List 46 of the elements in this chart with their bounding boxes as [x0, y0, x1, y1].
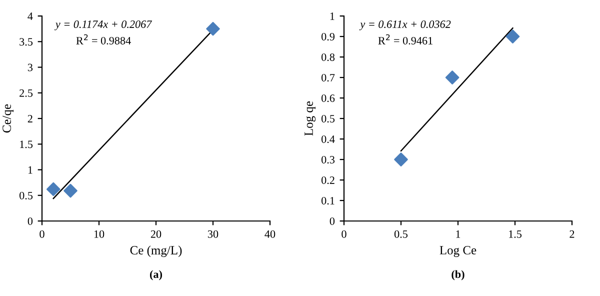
- annotation: y = 0.1174x + 0.2067: [54, 20, 152, 30]
- x-tick-label: 2: [570, 230, 574, 238]
- y-tick-label: 3: [28, 64, 33, 72]
- annotation: y = 0.611x + 0.0362: [359, 20, 451, 30]
- y-tick-label: 0.2: [322, 176, 334, 184]
- y-tick-label: 1: [28, 166, 32, 174]
- x-tick-label: 1: [456, 230, 460, 238]
- y-tick-label: 0.3: [322, 156, 335, 164]
- y-tick-label: 0.9: [322, 32, 335, 41]
- point: [394, 152, 408, 166]
- y-tick-label: 0.8: [322, 53, 335, 62]
- y-tick-label: 0.5: [322, 114, 335, 123]
- x-tick-label: 40: [264, 230, 276, 238]
- point: [206, 22, 220, 36]
- annotation: R$^{2}$ = 0.9461: [378, 34, 432, 44]
- y-tick-label: 0: [330, 217, 335, 225]
- y-tick-label: 1.5: [20, 140, 33, 148]
- y-tick-label: 0: [28, 217, 33, 225]
- y-tick-label: 1: [330, 12, 334, 20]
- y-tick-label: 0.7: [322, 74, 335, 82]
- point: [46, 182, 60, 196]
- point: [445, 70, 460, 84]
- x-tick-label: 0: [342, 230, 346, 238]
- y-tick-label: 2: [28, 114, 32, 122]
- x-tick-label: 20: [150, 230, 162, 238]
- text: (b): [452, 270, 464, 280]
- y-axis-title: Log qe: [304, 101, 316, 136]
- point: [64, 184, 78, 198]
- x-tick-label: 10: [94, 230, 104, 238]
- y-tick-label: 2.5: [20, 89, 33, 97]
- y-tick-label: 0.6: [322, 94, 335, 102]
- x-tick-label: 0: [40, 230, 44, 238]
- y-tick-label: 0.5: [20, 192, 33, 200]
- y-tick-label: 0.1: [322, 196, 334, 205]
- x-axis-title: Log Ce: [440, 246, 476, 257]
- text: (a): [150, 270, 162, 280]
- y-tick-label: 3.5: [20, 38, 33, 46]
- point: [506, 30, 520, 44]
- x-tick-label: 0.5: [394, 230, 408, 238]
- y-tick-label: 0.4: [322, 135, 335, 144]
- y-tick-label: 4: [28, 12, 33, 20]
- annotation: R$^{2}$ = 0.9884: [76, 34, 131, 44]
- x-tick-label: 30: [208, 230, 218, 238]
- y-axis-title: Ce/qe: [2, 104, 14, 133]
- x-tick-label: 1.5: [509, 230, 522, 238]
- x-axis-title: Ce (mg/L): [130, 246, 182, 258]
